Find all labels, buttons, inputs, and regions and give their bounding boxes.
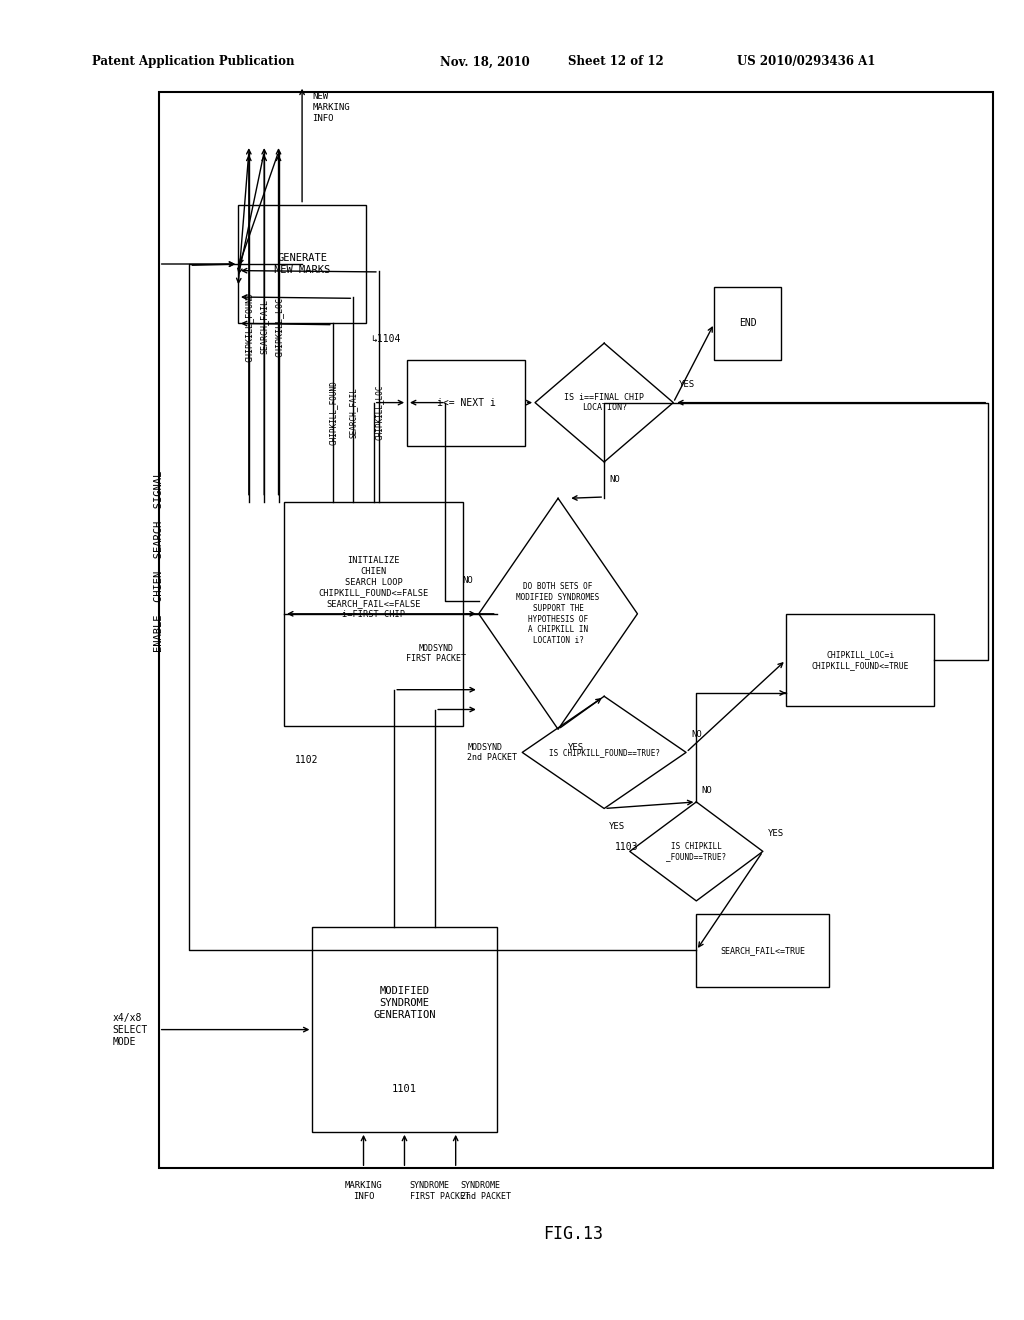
Text: MODIFIED
SYNDROME
GENERATION: MODIFIED SYNDROME GENERATION [373, 986, 436, 1020]
Text: MODSYND
FIRST PACKET: MODSYND FIRST PACKET [407, 644, 467, 663]
FancyBboxPatch shape [786, 614, 934, 706]
FancyBboxPatch shape [284, 502, 463, 726]
Text: INITIALIZE
CHIEN
SEARCH LOOP
CHIPKILL_FOUND<=FALSE
SEARCH_FAIL<=FALSE
i=FIRST CH: INITIALIZE CHIEN SEARCH LOOP CHIPKILL_FO… [318, 556, 429, 619]
Text: NO: NO [691, 730, 701, 739]
Text: CHIPKILL_FOUND: CHIPKILL_FOUND [329, 380, 337, 445]
Text: YES: YES [678, 380, 694, 389]
Text: i<= NEXT i: i<= NEXT i [436, 397, 496, 408]
Text: DO BOTH SETS OF
MODIFIED SYNDROMES
SUPPORT THE
HYPOTHESIS OF
A CHIPKILL IN
LOCAT: DO BOTH SETS OF MODIFIED SYNDROMES SUPPO… [516, 582, 600, 645]
Text: YES: YES [609, 821, 626, 830]
Text: 1102: 1102 [295, 755, 317, 766]
Text: SYNDROME
2nd PACKET: SYNDROME 2nd PACKET [461, 1181, 511, 1201]
Text: CHIPKILL_LOC: CHIPKILL_LOC [274, 297, 283, 356]
Text: x4/x8
SELECT
MODE: x4/x8 SELECT MODE [113, 1012, 147, 1047]
Text: MARKING
INFO: MARKING INFO [345, 1181, 382, 1201]
Polygon shape [535, 343, 674, 462]
Text: NO: NO [463, 577, 473, 585]
Text: SYNDROME
FIRST PACKET: SYNDROME FIRST PACKET [410, 1181, 470, 1201]
Text: US 2010/0293436 A1: US 2010/0293436 A1 [737, 55, 876, 69]
FancyBboxPatch shape [312, 927, 497, 1131]
Text: IS i==FINAL CHIP
LOCATION?: IS i==FINAL CHIP LOCATION? [564, 393, 644, 412]
Text: CHIPKILL_LOC: CHIPKILL_LOC [375, 384, 383, 441]
Text: SEARCH_FAIL<=TRUE: SEARCH_FAIL<=TRUE [720, 946, 806, 954]
Text: SEARCH_FAIL: SEARCH_FAIL [349, 387, 357, 438]
Text: IS CHIPKILL
_FOUND==TRUE?: IS CHIPKILL _FOUND==TRUE? [667, 842, 726, 861]
Text: Patent Application Publication: Patent Application Publication [92, 55, 295, 69]
FancyBboxPatch shape [408, 359, 525, 446]
Text: NO: NO [609, 475, 620, 484]
Text: Sheet 12 of 12: Sheet 12 of 12 [568, 55, 665, 69]
FancyBboxPatch shape [159, 92, 993, 1168]
Text: END: END [738, 318, 757, 329]
Text: NO: NO [701, 787, 712, 795]
Text: SEARCH_FAIL: SEARCH_FAIL [260, 300, 268, 354]
FancyBboxPatch shape [238, 205, 367, 323]
Polygon shape [479, 498, 637, 729]
Text: IS CHIPKILL_FOUND==TRUE?: IS CHIPKILL_FOUND==TRUE? [549, 748, 659, 756]
Text: ↳1104: ↳1104 [371, 334, 400, 345]
Text: CHIPKILL_FOUND: CHIPKILL_FOUND [245, 292, 253, 362]
Text: MODSYND
2nd PACKET: MODSYND 2nd PACKET [467, 742, 517, 762]
Text: ENABLE  CHIEN  SEARCH  SIGNAL: ENABLE CHIEN SEARCH SIGNAL [154, 470, 164, 652]
Polygon shape [630, 803, 763, 900]
Text: YES: YES [768, 829, 784, 838]
Text: 1103: 1103 [614, 842, 638, 851]
Text: FIG.13: FIG.13 [543, 1225, 603, 1243]
Text: NEW
MARKING
INFO: NEW MARKING INFO [312, 92, 350, 123]
Text: 1101: 1101 [392, 1084, 417, 1094]
FancyBboxPatch shape [715, 286, 780, 359]
Text: GENERATE
NEW MARKS: GENERATE NEW MARKS [274, 253, 330, 275]
FancyBboxPatch shape [696, 913, 829, 987]
Polygon shape [522, 697, 686, 808]
Text: CHIPKILL_LOC=i
CHIPKILL_FOUND<=TRUE: CHIPKILL_LOC=i CHIPKILL_FOUND<=TRUE [811, 651, 909, 669]
Text: YES: YES [568, 742, 585, 751]
Text: Nov. 18, 2010: Nov. 18, 2010 [440, 55, 530, 69]
